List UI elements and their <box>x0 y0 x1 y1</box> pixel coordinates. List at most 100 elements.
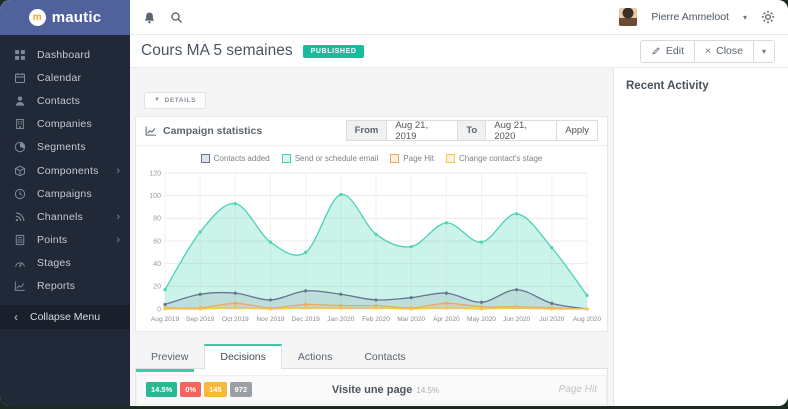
svg-text:Jan 2020: Jan 2020 <box>327 316 354 323</box>
decision-title: Visite une page14.5% <box>264 384 507 396</box>
legend-item[interactable]: Page Hit <box>390 154 434 163</box>
tab-decisions[interactable]: Decisions <box>204 344 282 369</box>
decision-badge: 972 <box>230 382 253 397</box>
more-actions-button[interactable]: ▾ <box>753 40 775 63</box>
svg-text:Feb 2020: Feb 2020 <box>362 316 390 323</box>
sidebar-item-label: Segments <box>37 141 86 153</box>
svg-text:80: 80 <box>153 215 161 222</box>
campaign-chart[interactable]: 020406080100120Aug 2019Sep 2019Oct 2019N… <box>136 165 607 331</box>
sidebar-item-companies[interactable]: Companies <box>0 113 130 136</box>
svg-text:Aug 2019: Aug 2019 <box>150 316 179 323</box>
topbar: m mautic Pierre Ammeloot ▾ <box>0 0 788 35</box>
mautic-logo-icon: m <box>29 9 46 26</box>
chart-legend: Contacts added Send or schedule email Page… <box>136 146 607 165</box>
sidebar-item-calendar[interactable]: Calendar <box>0 66 130 89</box>
svg-text:Dec 2019: Dec 2019 <box>291 316 320 323</box>
sidebar-item-label: Dashboard <box>37 49 90 61</box>
sidebar-item-label: Contacts <box>37 95 80 107</box>
legend-swatch-icon <box>282 154 291 163</box>
svg-text:Apr 2020: Apr 2020 <box>432 316 459 323</box>
legend-swatch-icon <box>201 154 210 163</box>
from-date-input[interactable]: Aug 21, 2019 <box>386 120 458 141</box>
edit-button[interactable]: Edit <box>640 40 695 63</box>
svg-text:Mar 2020: Mar 2020 <box>397 316 425 323</box>
legend-item[interactable]: Contacts added <box>201 154 270 163</box>
tabs-bar: PreviewDecisionsActionsContacts <box>135 344 608 369</box>
svg-text:40: 40 <box>153 261 161 268</box>
decision-event-type: Page Hit <box>507 384 597 395</box>
legend-swatch-icon <box>390 154 399 163</box>
stats-header: Campaign statistics From Aug 21, 2019 To… <box>136 117 607 146</box>
sidebar-item-label: Reports <box>37 280 75 292</box>
logo[interactable]: m mautic <box>0 0 130 35</box>
close-button[interactable]: × Close <box>694 40 754 63</box>
apply-button[interactable]: Apply <box>556 120 598 141</box>
sidebar-item-reports[interactable]: Reports <box>0 275 130 298</box>
contacts-icon <box>14 95 26 107</box>
tab-actions[interactable]: Actions <box>282 344 348 369</box>
decisions-panel: 14.5%0%145972 Visite une page14.5% Page … <box>135 369 608 407</box>
channels-icon <box>14 211 26 223</box>
components-icon <box>14 165 26 177</box>
sidebar-item-label: Channels <box>37 211 83 223</box>
decision-row[interactable]: 14.5%0%145972 Visite une page14.5% Page … <box>136 375 607 405</box>
legend-item[interactable]: Send or schedule email <box>282 154 379 163</box>
sidebar-item-stages[interactable]: Stages <box>0 252 130 275</box>
chevron-left-icon: ‹ <box>14 310 18 324</box>
page-header: Cours MA 5 semaines PUBLISHED Edit × Clo… <box>130 35 788 68</box>
svg-text:60: 60 <box>153 238 161 245</box>
status-badge: PUBLISHED <box>303 45 365 58</box>
chevron-down-icon: ▾ <box>762 47 766 56</box>
legend-item[interactable]: Change contact's stage <box>446 154 542 163</box>
svg-text:Jun 2020: Jun 2020 <box>503 316 530 323</box>
avatar[interactable] <box>619 8 637 26</box>
svg-text:0: 0 <box>157 306 161 313</box>
page-title: Cours MA 5 semaines <box>141 42 293 60</box>
date-range-controls: From Aug 21, 2019 To Aug 21, 2020 Apply <box>347 120 598 141</box>
details-toggle[interactable]: ▼ DETAILS <box>144 92 206 109</box>
close-icon: × <box>705 45 711 57</box>
sidebar-item-label: Calendar <box>37 72 81 84</box>
sidebar-item-segments[interactable]: Segments <box>0 136 130 159</box>
sidebar-item-contacts[interactable]: Contacts <box>0 89 130 112</box>
reports-icon <box>14 280 26 292</box>
gear-icon[interactable] <box>761 10 775 24</box>
sidebar-item-channels[interactable]: Channels › <box>0 205 130 228</box>
recent-activity-title: Recent Activity <box>614 68 788 104</box>
sidebar-item-dashboard[interactable]: Dashboard <box>0 43 130 66</box>
sidebar-item-label: Points <box>37 234 67 246</box>
logo-text: mautic <box>52 9 102 26</box>
svg-text:100: 100 <box>149 193 161 200</box>
recent-activity-panel: Recent Activity <box>613 68 788 406</box>
decision-percent: 14.5% <box>416 386 439 395</box>
stages-icon <box>14 257 26 269</box>
campaign-statistics-card: Campaign statistics From Aug 21, 2019 To… <box>135 116 608 332</box>
to-date-input[interactable]: Aug 21, 2020 <box>485 120 557 141</box>
chevron-right-icon: › <box>116 235 120 245</box>
main-content: ▼ DETAILS Campaign statistics From Aug 2… <box>130 68 613 406</box>
tab-contacts[interactable]: Contacts <box>348 344 421 369</box>
calendar-icon <box>14 72 26 84</box>
svg-text:Nov 2019: Nov 2019 <box>256 316 285 323</box>
mautic-app: m mautic Pierre Ammeloot ▾ Dashboard Cale… <box>0 0 788 406</box>
notifications-bell-icon[interactable] <box>143 11 156 24</box>
svg-text:Aug 2020: Aug 2020 <box>572 316 601 323</box>
sidebar-item-components[interactable]: Components › <box>0 159 130 182</box>
decision-badge: 14.5% <box>146 382 177 397</box>
svg-text:20: 20 <box>153 283 161 290</box>
decision-badge: 145 <box>204 382 227 397</box>
chevron-right-icon: › <box>116 212 120 222</box>
chevron-down-icon[interactable]: ▾ <box>743 13 747 22</box>
sidebar-item-label: Components <box>37 165 99 177</box>
chevron-right-icon: › <box>116 166 120 176</box>
decision-progress-bar <box>136 369 194 372</box>
svg-text:Sep 2019: Sep 2019 <box>186 316 215 323</box>
collapse-menu-button[interactable]: ‹Collapse Menu <box>0 305 130 329</box>
pencil-icon <box>651 46 661 56</box>
segments-icon <box>14 141 26 153</box>
tab-preview[interactable]: Preview <box>135 344 204 369</box>
sidebar-item-campaigns[interactable]: Campaigns <box>0 182 130 205</box>
sidebar-item-points[interactable]: Points › <box>0 229 130 252</box>
user-menu[interactable]: Pierre Ammeloot <box>651 11 729 23</box>
search-icon[interactable] <box>170 11 183 24</box>
